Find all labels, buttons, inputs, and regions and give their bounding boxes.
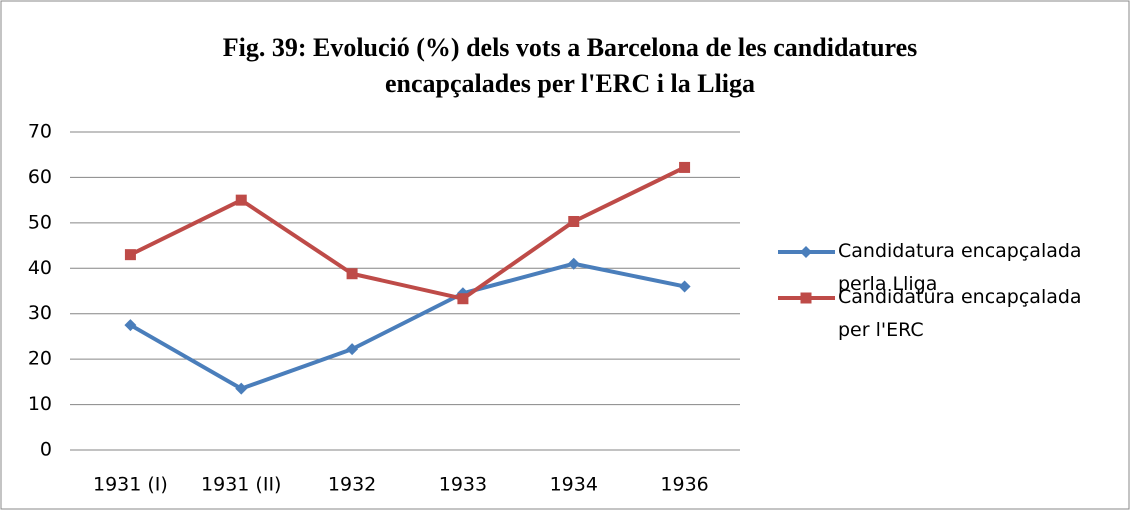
x-tick-label: 1934 [550,474,598,496]
y-tick-label: 40 [28,257,52,279]
legend-label: Candidatura encapçalada per l'ERC [838,286,1082,341]
point [678,280,691,293]
point [567,257,580,270]
chart-title: Fig. 39: Evolució (%) dels vots a Barcel… [222,33,918,98]
y-tick-label: 70 [28,121,52,143]
y-tick-label: 0 [40,439,52,461]
series-line [129,165,686,301]
point [124,249,136,261]
point [679,161,691,173]
x-tick-label: 1933 [439,474,487,496]
y-tick-label: 30 [28,302,52,324]
point [346,343,359,356]
x-tick-label: 1936 [660,474,708,496]
series-line [129,261,685,391]
point [568,215,580,227]
x-tick-label: 1931 (II) [201,474,281,496]
x-tick-label: 1931 (I) [93,474,168,496]
point [800,292,812,304]
point [457,293,469,305]
point [235,194,247,206]
y-tick-label: 10 [28,393,52,415]
y-tick-label: 20 [28,348,52,370]
y-tick-label: 50 [28,211,52,233]
point [800,246,812,258]
point [346,268,358,280]
y-tick-label: 60 [28,166,52,188]
x-tick-label: 1932 [328,474,376,496]
point [124,319,137,332]
legend-label: Candidatura encapçalada perla Lliga [838,240,1082,295]
point [235,382,248,395]
